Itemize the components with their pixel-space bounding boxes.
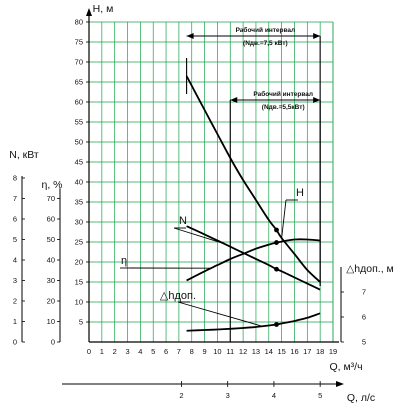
n-axis-tick-label: 3: [13, 276, 17, 285]
q-m3h-tick-label: 1: [100, 347, 104, 356]
h-axis-arrow: [86, 8, 92, 16]
leader-n: [174, 228, 224, 244]
h-axis-tick-label: 20: [75, 258, 83, 267]
q-m3h-axis-title: Q, м³/ч: [329, 361, 362, 373]
interval-arrow-head-left: [187, 33, 194, 39]
q-m3h-tick-label: 5: [151, 347, 155, 356]
h-axis-tick-label: 60: [75, 98, 83, 107]
interval-arrow-head-right: [313, 33, 320, 39]
q-ls-tick-label: 2: [179, 391, 183, 400]
q-m3h-tick-label: 16: [290, 347, 298, 356]
eta-axis-tick-label: 20: [47, 297, 55, 306]
operating-intervals: Рабочий интервал (Nдв.=7,5 кВт) Рабочий ин…: [187, 26, 321, 342]
q-ls-tick-label: 5: [318, 391, 322, 400]
interval-label: Рабочий интервал: [236, 26, 296, 34]
marker-npsh: [274, 322, 279, 327]
leader-h: [282, 200, 286, 238]
n-axis-tick-label: 4: [13, 256, 17, 265]
q-m3h-tick-label: 12: [239, 347, 247, 356]
h-axis-tick-label: 35: [75, 198, 83, 207]
h-axis-tick-label: 10: [75, 298, 83, 307]
q-ls-axis-title: Q, л/с: [347, 392, 375, 404]
chart-grid: [89, 22, 333, 342]
h-axis-tick-label: 55: [75, 118, 83, 127]
q-m3h-tick-label: 10: [213, 347, 221, 356]
marker-h: [274, 228, 279, 233]
eta-axis-tick-label: 30: [47, 276, 55, 285]
eta-axis-tick-label: 0: [51, 338, 55, 347]
q-m3h-tick-label: 8: [190, 347, 194, 356]
h-axis-tick-label: 75: [75, 38, 83, 47]
n-axis-title: N, кВт: [9, 149, 39, 161]
interval-sublabel: (Nдв.=7,5 кВт): [243, 40, 288, 47]
npsh-axis-tick-label: 6: [362, 313, 366, 322]
q-m3h-tick-label: 6: [164, 347, 168, 356]
n-axis-tick-label: 7: [13, 194, 17, 203]
label-npsh: △hдоп.: [160, 290, 196, 302]
h-axis-tick-label: 80: [75, 18, 83, 27]
q-ls-tick-label: 3: [226, 391, 230, 400]
n-axis-tick-label: 5: [13, 235, 17, 244]
q-m3h-tick-label: 3: [125, 347, 129, 356]
h-axis-tick-label: 50: [75, 138, 83, 147]
curve-n: [187, 226, 321, 290]
n-axis-tick-label: 8: [13, 174, 17, 183]
q-m3h-tick-label: 18: [316, 347, 324, 356]
eta-axis-tick-label: 40: [47, 256, 55, 265]
h-axis-title: H, м: [93, 3, 114, 15]
interval-label: Рабочий интервал: [253, 90, 313, 98]
h-axis-tick-label: 15: [75, 278, 83, 287]
eta-axis-tick-label: 70: [47, 194, 55, 203]
q-m3h-tick-label: 9: [202, 347, 206, 356]
interval-sublabel: (Nдв.=5,5кВт): [262, 104, 305, 111]
h-axis-tick-label: 45: [75, 158, 83, 167]
q-ls-tick-label: 4: [272, 391, 276, 400]
q-m3h-tick-label: 14: [265, 347, 273, 356]
h-axis-tick-label: 5: [79, 318, 83, 327]
h-axis-tick-label: 70: [75, 58, 83, 67]
n-axis-tick-label: 6: [13, 215, 17, 224]
leader-npsh: [178, 302, 262, 326]
h-axis-tick-label: 65: [75, 78, 83, 87]
q-m3h-tick-label: 13: [252, 347, 260, 356]
label-h: H: [296, 187, 304, 199]
chart-labels: H, м Q, м³/ч Q, л/с N, кВт η, % △hдоп., м H Nη △…: [9, 3, 394, 404]
q-m3h-tick-label: 7: [177, 347, 181, 356]
q-m3h-tick-label: 11: [226, 347, 234, 356]
q-m3h-tick-label: 4: [138, 347, 142, 356]
eta-axis-title: η, %: [41, 179, 62, 191]
q-m3h-tick-label: 2: [113, 347, 117, 356]
npsh-axis-title: △hдоп., м: [346, 263, 394, 275]
eta-axis-tick-label: 10: [47, 317, 55, 326]
h-axis-tick-label: 40: [75, 178, 83, 187]
n-axis-tick-label: 2: [13, 297, 17, 306]
npsh-axis-tick-label: 5: [362, 338, 366, 347]
q-m3h-tick-label: 17: [303, 347, 311, 356]
marker-eta: [274, 240, 279, 245]
npsh-axis-tick-label: 7: [362, 288, 366, 297]
eta-axis-tick-label: 50: [47, 235, 55, 244]
chart-curves: [187, 76, 321, 331]
eta-axis-tick-label: 60: [47, 215, 55, 224]
q-ls-axis-arrow: [336, 381, 344, 387]
label-n: N: [179, 215, 187, 227]
marker-n: [274, 267, 279, 272]
q-m3h-tick-label: 15: [277, 347, 285, 356]
q-m3h-tick-label: 19: [329, 347, 337, 356]
q-m3h-tick-label: 0: [87, 347, 91, 356]
h-axis-tick-label: 25: [75, 238, 83, 247]
label-eta: η: [121, 255, 127, 267]
n-axis-tick-label: 0: [13, 338, 17, 347]
n-axis-tick-label: 1: [13, 317, 17, 326]
h-axis-tick-label: 30: [75, 218, 83, 227]
